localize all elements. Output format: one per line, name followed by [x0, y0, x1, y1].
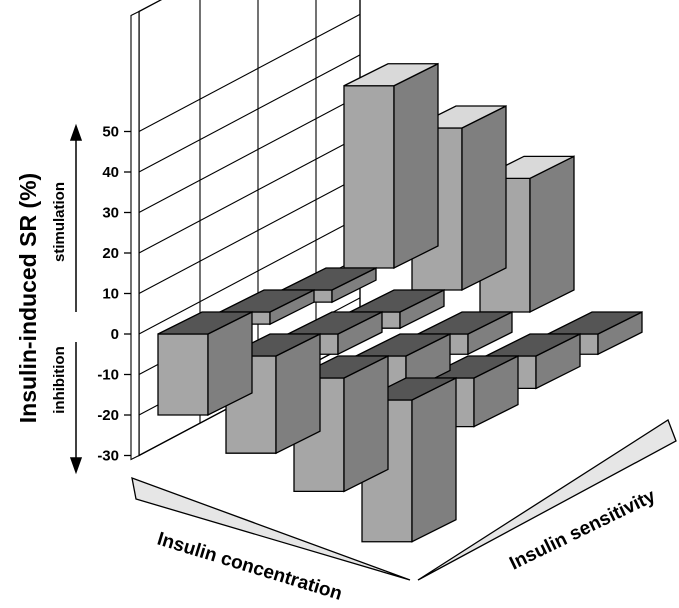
- y-tick-label: -20: [97, 407, 119, 424]
- y-tick-label: 40: [102, 164, 119, 181]
- y-ticks: 50 40 30 20 10 0 -10 -20 -30: [97, 124, 131, 465]
- bar-top: [349, 289, 445, 313]
- wall-gridline: [138, 135, 361, 254]
- z-axis-label: Insulin sensitivity: [506, 485, 659, 574]
- bar-side: [343, 354, 389, 493]
- bar-top: [355, 333, 451, 357]
- y-tick-label: 0: [111, 326, 119, 343]
- bar-top: [287, 311, 383, 335]
- y-tick-label: 50: [102, 124, 119, 141]
- bar-front: [343, 85, 395, 269]
- bar: [157, 310, 253, 417]
- wall-gridline: [138, 54, 361, 173]
- bar-side: [393, 62, 439, 270]
- bar-top: [343, 63, 439, 87]
- stimulation-arrow: [69, 123, 83, 312]
- x-axis-label: Insulin concentration: [155, 529, 345, 605]
- bar-top: [157, 311, 253, 335]
- sensitivity-wedge: [417, 419, 677, 581]
- bar-top: [281, 267, 377, 291]
- bar-top: [219, 289, 315, 313]
- bar-top: [485, 333, 581, 357]
- bar: [343, 62, 439, 270]
- bar-side: [461, 104, 507, 292]
- bar-side: [529, 155, 575, 314]
- wall-edge: [130, 10, 140, 461]
- y-axis-label: Insulin-induced SR (%): [15, 173, 41, 423]
- wall-gridline: [138, 94, 361, 213]
- stimulation-label: stimulation: [51, 182, 68, 262]
- inhibition-arrow: [69, 342, 83, 475]
- y-tick-label: 10: [102, 286, 119, 303]
- y-tick-label: 20: [102, 245, 119, 262]
- bar-top: [423, 355, 519, 379]
- bar-top: [547, 311, 643, 335]
- wall-gridline: [138, 216, 361, 335]
- y-tick-label: 30: [102, 205, 119, 222]
- bar-top: [417, 311, 513, 335]
- inhibition-label: inhibition: [51, 346, 68, 413]
- y-tick-label: -10: [97, 367, 119, 384]
- wall-gridline: [138, 175, 361, 294]
- wall-gridline: [138, 13, 361, 132]
- concentration-wedge: [131, 476, 411, 581]
- bars: [157, 62, 643, 543]
- bar-side: [411, 376, 457, 543]
- bar-front: [157, 333, 209, 416]
- y-tick-label: -30: [97, 448, 119, 465]
